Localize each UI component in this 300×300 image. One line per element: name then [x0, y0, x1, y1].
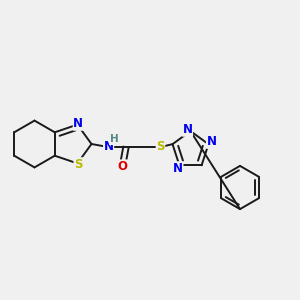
Text: S: S [74, 158, 82, 171]
Text: N: N [73, 117, 83, 130]
Text: H: H [110, 134, 118, 145]
Text: N: N [182, 123, 193, 136]
Text: N: N [173, 162, 183, 175]
Text: N: N [103, 140, 114, 153]
Text: N: N [206, 135, 217, 148]
Text: O: O [117, 160, 128, 173]
Text: S: S [156, 140, 165, 154]
